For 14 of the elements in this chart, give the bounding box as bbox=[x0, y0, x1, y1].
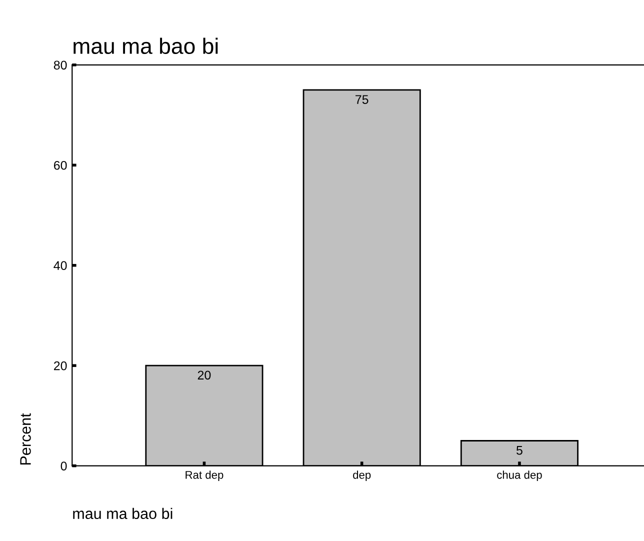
x-tick-label: dep bbox=[353, 470, 371, 482]
y-tick-label: 80 bbox=[54, 60, 67, 70]
data-label: 20 bbox=[198, 370, 211, 380]
y-tick-label: 40 bbox=[54, 261, 67, 270]
data-label: 75 bbox=[356, 95, 368, 104]
y-tick-label: 0 bbox=[60, 462, 67, 470]
y-tick-label: 60 bbox=[54, 160, 67, 170]
data-label: 5 bbox=[516, 446, 522, 455]
x-axis-title: mau ma bao bi bbox=[73, 508, 172, 520]
y-axis-title: Percent bbox=[20, 413, 31, 465]
chart-title: mau ma bao bi bbox=[74, 38, 218, 54]
x-tick-label: chua dep bbox=[497, 470, 542, 482]
x-tick-label: Rat dep bbox=[186, 470, 224, 482]
y-tick-label: 20 bbox=[54, 361, 67, 370]
